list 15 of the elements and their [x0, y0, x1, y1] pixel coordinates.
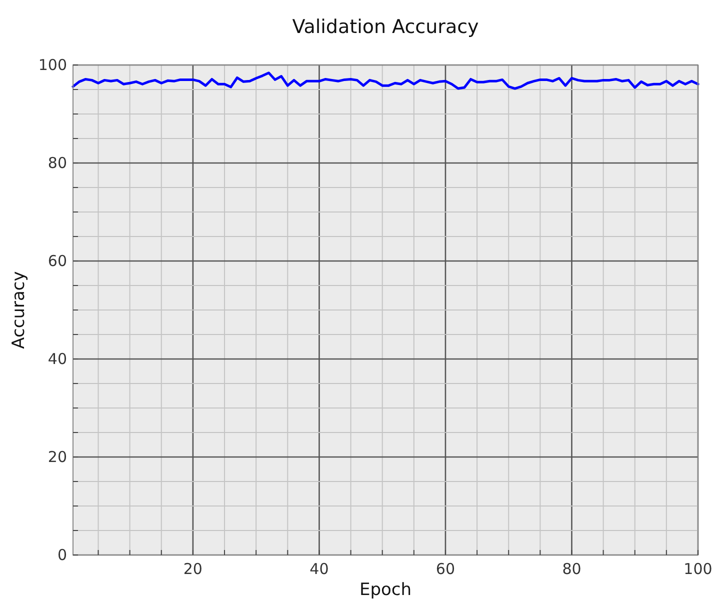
- x-tick-label: 60: [436, 560, 456, 578]
- x-tick-label: 20: [183, 560, 202, 578]
- y-tick-label: 80: [48, 154, 67, 172]
- line-series: [72, 72, 700, 90]
- chart-title: Validation Accuracy: [292, 16, 479, 38]
- y-tick-label: 40: [48, 350, 67, 368]
- y-axis-title: Accuracy: [9, 271, 29, 349]
- x-tick-label: 100: [684, 560, 712, 578]
- y-tick-label: 60: [48, 252, 67, 270]
- y-tick-label: 100: [38, 56, 67, 74]
- x-tick-label: 40: [310, 560, 329, 578]
- x-tick-label: 80: [562, 560, 582, 578]
- y-tick-label: 0: [57, 546, 67, 564]
- x-axis-title: Epoch: [359, 580, 412, 600]
- y-tick-label: 20: [48, 448, 67, 466]
